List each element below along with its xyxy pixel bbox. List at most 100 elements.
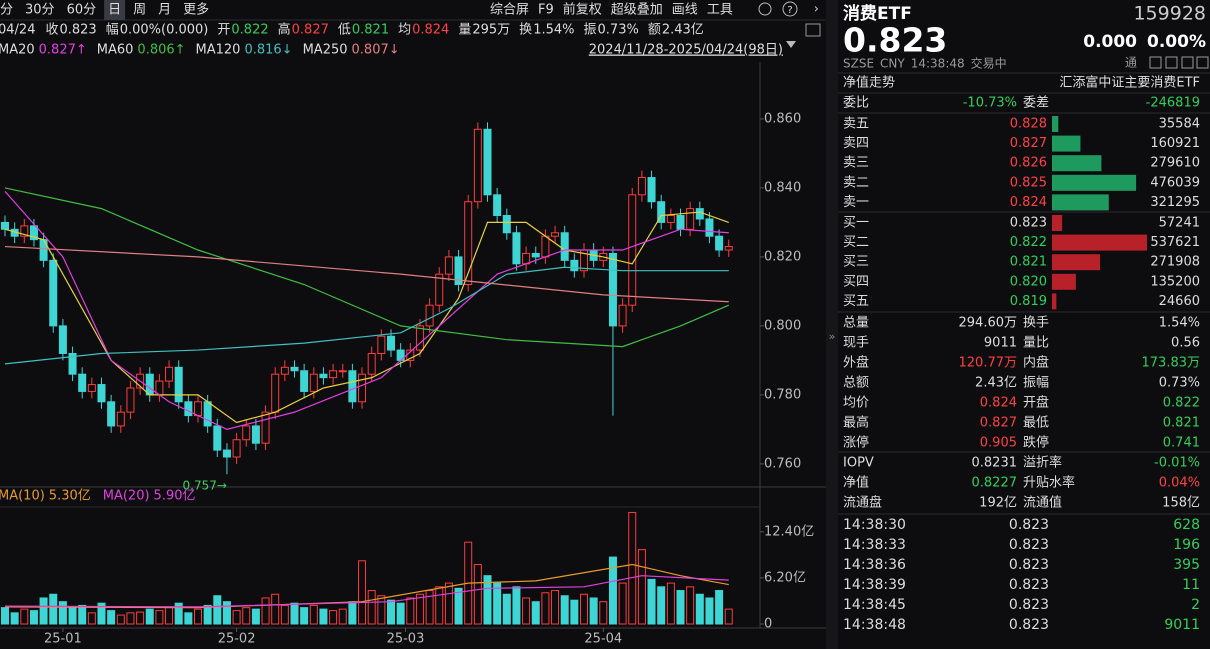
stat-label: 总额 [843, 376, 869, 391]
book-price: 0.819 [1010, 294, 1047, 309]
volume-bar [531, 601, 540, 625]
stat-value: 158亿 [1162, 496, 1200, 511]
stat-value: 0.822 [1163, 396, 1200, 411]
candle-body [666, 215, 675, 223]
trade-price: 0.823 [1009, 557, 1049, 573]
ma-legend-value: 0.816↓ [244, 43, 292, 58]
book-label: 买三 [843, 255, 869, 270]
book-bar [1052, 273, 1076, 290]
tool-button[interactable]: 前复权 [563, 2, 602, 18]
volume-bar [290, 602, 299, 625]
volume-bar [300, 607, 309, 625]
panel-icon[interactable] [1149, 56, 1162, 69]
trade-time: 14:38:36 [843, 557, 906, 573]
nav-label[interactable]: 净值走势 [843, 75, 895, 91]
y-tick-label: 0.760 [764, 456, 801, 471]
y-tick-label: 0.820 [764, 249, 801, 264]
period-tab[interactable]: 分 [0, 3, 13, 18]
candle-body [724, 246, 733, 251]
committee-label: 委比 [843, 96, 869, 111]
volume-bar [695, 593, 704, 625]
book-bar [1052, 194, 1109, 211]
fund-name: 汇添富中证主要消费ETF [1059, 75, 1200, 91]
stat-label: 跌停 [1023, 435, 1049, 451]
candle-body [78, 373, 87, 392]
stat-label: 开盘 [1023, 395, 1049, 411]
toolbar-icons[interactable]: ? › [758, 1, 1209, 69]
volume-bar [589, 597, 598, 625]
settings-icon[interactable] [758, 2, 772, 16]
candle-body [637, 177, 646, 196]
candle-body [367, 352, 376, 375]
candle-body [319, 373, 328, 379]
period-tab[interactable]: 日 [108, 3, 121, 18]
stat-label: 涨停 [843, 435, 869, 451]
volume-bar [203, 604, 212, 625]
quote-value: 2.43亿 [662, 23, 704, 38]
committee-value: -10.73% [963, 96, 1017, 111]
candle-body [58, 325, 67, 354]
tool-button[interactable]: 工具 [707, 3, 733, 18]
period-tab[interactable]: 周 [133, 3, 146, 18]
stat-value: -0.01% [1154, 456, 1200, 471]
volume-bar [242, 607, 251, 625]
stat-label: 总量 [843, 316, 869, 331]
help-mark[interactable]: ? [787, 5, 792, 16]
trade-price: 0.823 [1009, 577, 1049, 593]
candle-body [194, 401, 202, 417]
tool-button[interactable]: 画线 [672, 3, 698, 18]
tool-button[interactable]: F9 [538, 3, 554, 18]
help-icon[interactable] [782, 1, 798, 17]
committee-value: -246819 [1146, 96, 1200, 111]
period-tab[interactable]: 30分 [25, 3, 55, 18]
period-tab[interactable]: 60分 [67, 3, 97, 18]
candle-body [570, 259, 579, 272]
collapse-icon[interactable]: » [829, 330, 836, 343]
quote-label: 幅 [106, 23, 119, 38]
period-tab[interactable]: 更多 [183, 2, 209, 18]
candle-body [222, 449, 231, 458]
y-tick-label: 0.840 [764, 180, 801, 195]
y-tick-label: 0.800 [764, 318, 801, 333]
ma-legend-value: 0.827↑ [39, 43, 87, 58]
wp-icon[interactable] [805, 23, 821, 37]
panel-icon[interactable] [1165, 56, 1178, 69]
ma-legend-name: MA60 [97, 43, 134, 58]
panel-icon[interactable] [1181, 56, 1194, 69]
quote-label: 量 [458, 23, 471, 38]
book-label: 买五 [843, 294, 869, 309]
book-volume: 537621 [1150, 235, 1200, 250]
book-volume: 279610 [1150, 156, 1200, 171]
splitter[interactable] [826, 0, 838, 649]
volume-bar [686, 586, 695, 625]
volume-bar [136, 611, 145, 625]
volume-bar [348, 601, 357, 625]
stat-value: 0.905 [980, 436, 1017, 451]
tool-button[interactable]: 综合屏 [490, 3, 529, 18]
candle-body [676, 215, 685, 230]
next-icon[interactable]: › [814, 2, 819, 16]
period-tab[interactable]: 月 [158, 3, 171, 18]
candle-body [300, 370, 309, 392]
volume-bar [97, 602, 106, 625]
volume-bar [666, 582, 675, 625]
dropdown-icon[interactable] [786, 41, 796, 48]
volume-bar [425, 590, 434, 625]
ma-line [4, 211, 729, 424]
panel-icon[interactable] [1196, 56, 1209, 69]
quote-value: 0.821 [352, 23, 389, 38]
book-price: 0.824 [1010, 195, 1047, 210]
tool-button[interactable]: 超级叠加 [611, 3, 663, 18]
candle-body [107, 401, 116, 427]
stat-label: 最低 [1023, 416, 1049, 431]
volume-bar [570, 599, 579, 625]
candle-body [68, 352, 77, 375]
quote-value: 0.823 [59, 23, 96, 38]
active-tab-bg[interactable] [104, 0, 126, 20]
stat-label: 现手 [843, 336, 869, 351]
volume-bar [676, 590, 685, 625]
quote-label: 均 [398, 23, 411, 38]
ma-legend-value: 0.806↑ [137, 43, 185, 58]
trade-time: 14:38:39 [843, 577, 906, 593]
